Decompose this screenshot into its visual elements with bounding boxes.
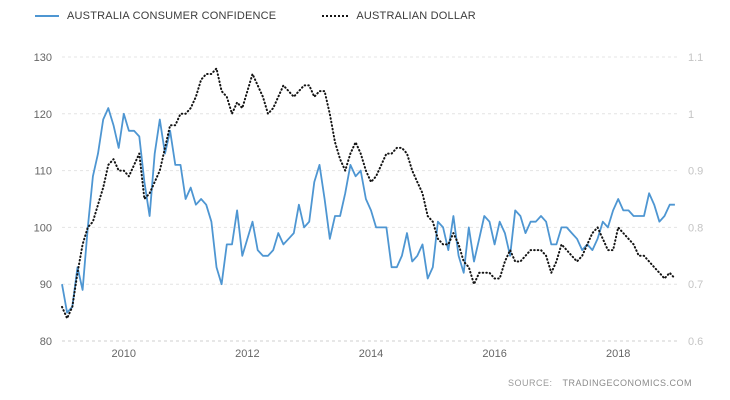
legend-item-australian-dollar: AUSTRALIAN DOLLAR <box>322 10 476 22</box>
solid-line-sample-icon <box>35 15 59 17</box>
left-axis-tick-label: 90 <box>40 279 52 291</box>
legend: AUSTRALIA CONSUMER CONFIDENCE AUSTRALIAN… <box>35 10 476 22</box>
left-axis-tick-label: 100 <box>34 222 52 234</box>
x-axis-tick-label: 2012 <box>235 348 259 360</box>
right-axis-tick-label: 0.7 <box>688 279 703 291</box>
x-axis-tick-label: 2010 <box>112 348 136 360</box>
x-axis-tick-label: 2016 <box>482 348 506 360</box>
consumer-confidence-line <box>61 107 675 314</box>
legend-item-consumer-confidence: AUSTRALIA CONSUMER CONFIDENCE <box>35 10 276 22</box>
legend-label: AUSTRALIAN DOLLAR <box>356 10 476 22</box>
left-axis-tick-label: 110 <box>34 166 52 178</box>
source-prefix: SOURCE: <box>507 378 553 388</box>
australian-dollar-line <box>61 67 676 320</box>
right-axis-tick-label: 1.1 <box>688 52 703 64</box>
left-axis-tick-label: 120 <box>34 109 52 121</box>
legend-label: AUSTRALIA CONSUMER CONFIDENCE <box>67 10 277 22</box>
source-attribution: SOURCE: TRADINGECONOMICS.COM <box>508 378 692 388</box>
left-axis-tick-label: 130 <box>34 52 52 64</box>
right-axis-tick-label: 1 <box>688 109 694 121</box>
x-axis-tick-label: 2014 <box>359 348 383 360</box>
right-axis-tick-label: 0.9 <box>688 166 703 178</box>
dotted-line-sample-icon <box>322 15 349 17</box>
x-axis-tick-label: 2018 <box>606 348 630 360</box>
right-axis-tick-label: 0.6 <box>688 336 703 348</box>
source-link[interactable]: TRADINGECONOMICS.COM <box>562 378 692 388</box>
left-axis-tick-label: 80 <box>40 336 52 348</box>
right-axis-tick-label: 0.8 <box>688 222 703 234</box>
